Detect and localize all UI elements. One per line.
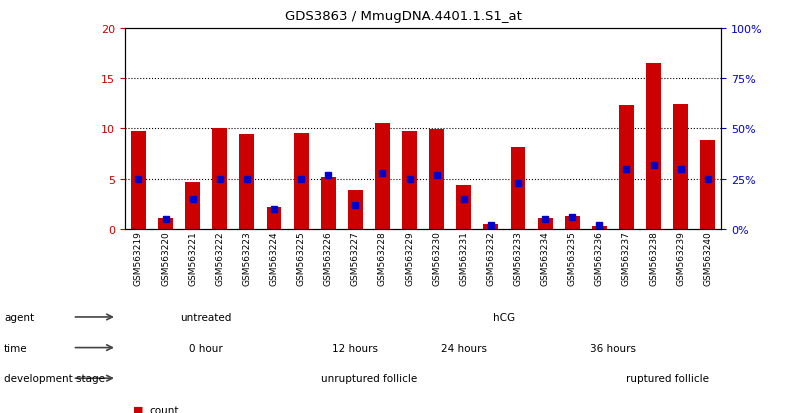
- Text: GSM563226: GSM563226: [324, 230, 333, 285]
- Text: hCG: hCG: [493, 312, 516, 322]
- Bar: [293, 134, 309, 229]
- Text: agent: agent: [4, 312, 34, 322]
- Bar: [321, 177, 336, 229]
- Text: GSM563224: GSM563224: [269, 230, 279, 285]
- Bar: [510, 148, 526, 229]
- Bar: [239, 135, 255, 229]
- Text: ruptured follicle: ruptured follicle: [625, 373, 708, 383]
- Bar: [158, 218, 173, 229]
- Bar: [700, 141, 715, 229]
- Bar: [619, 106, 634, 229]
- Text: 36 hours: 36 hours: [590, 343, 636, 353]
- Text: GSM563229: GSM563229: [405, 230, 414, 285]
- Bar: [673, 105, 688, 229]
- Text: GSM563236: GSM563236: [595, 230, 604, 285]
- Text: ■: ■: [133, 405, 143, 413]
- Text: count: count: [149, 405, 179, 413]
- Text: time: time: [4, 343, 27, 353]
- Text: GSM563234: GSM563234: [541, 230, 550, 285]
- Bar: [456, 185, 472, 229]
- Text: GSM563232: GSM563232: [487, 230, 496, 285]
- Text: GSM563233: GSM563233: [513, 230, 522, 285]
- Text: development stage: development stage: [4, 373, 105, 383]
- Text: GSM563231: GSM563231: [459, 230, 468, 285]
- Text: untreated: untreated: [181, 312, 232, 322]
- Text: GSM563230: GSM563230: [432, 230, 441, 285]
- Bar: [646, 64, 661, 229]
- Text: GSM563227: GSM563227: [351, 230, 359, 285]
- Bar: [430, 130, 444, 229]
- Bar: [592, 226, 607, 229]
- Bar: [565, 216, 580, 229]
- Text: GSM563222: GSM563222: [215, 230, 224, 285]
- Text: GSM563221: GSM563221: [189, 230, 197, 285]
- Text: 0 hour: 0 hour: [189, 343, 223, 353]
- Text: GDS3863 / MmugDNA.4401.1.S1_at: GDS3863 / MmugDNA.4401.1.S1_at: [285, 10, 521, 23]
- Text: 24 hours: 24 hours: [441, 343, 487, 353]
- Bar: [484, 224, 498, 229]
- Text: GSM563238: GSM563238: [649, 230, 658, 285]
- Text: GSM563223: GSM563223: [243, 230, 251, 285]
- Text: GSM563239: GSM563239: [676, 230, 685, 285]
- Text: GSM563237: GSM563237: [622, 230, 631, 285]
- Bar: [185, 182, 200, 229]
- Text: GSM563220: GSM563220: [161, 230, 170, 285]
- Bar: [402, 132, 417, 229]
- Text: GSM563240: GSM563240: [704, 230, 713, 285]
- Text: 12 hours: 12 hours: [332, 343, 378, 353]
- Bar: [348, 190, 363, 229]
- Bar: [212, 129, 227, 229]
- Bar: [267, 207, 281, 229]
- Bar: [131, 132, 146, 229]
- Bar: [375, 124, 390, 229]
- Bar: [538, 218, 553, 229]
- Text: unruptured follicle: unruptured follicle: [321, 373, 417, 383]
- Text: GSM563235: GSM563235: [567, 230, 577, 285]
- Text: GSM563228: GSM563228: [378, 230, 387, 285]
- Text: GSM563225: GSM563225: [297, 230, 305, 285]
- Text: GSM563219: GSM563219: [134, 230, 143, 285]
